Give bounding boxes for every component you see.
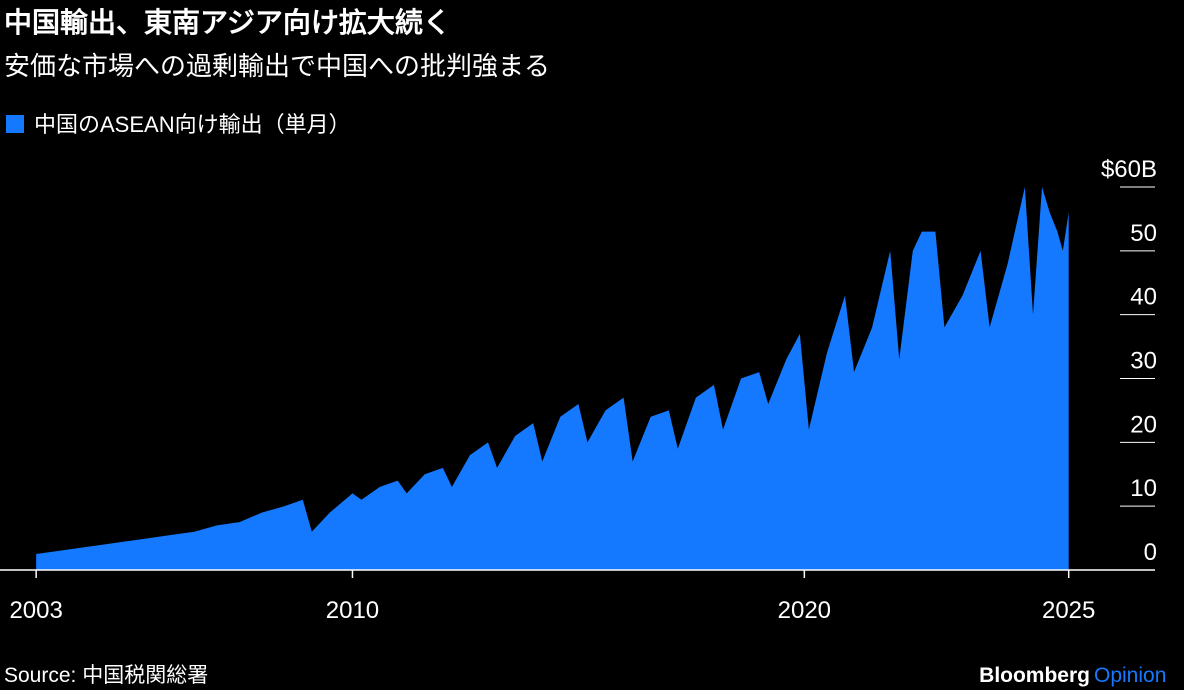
y-tick-label: 30 bbox=[1130, 348, 1157, 375]
y-tick-label: 20 bbox=[1130, 411, 1157, 438]
x-tick-label: 2010 bbox=[326, 597, 379, 624]
y-tick-label: 10 bbox=[1130, 475, 1157, 502]
x-tick-label: 2020 bbox=[778, 597, 831, 624]
area bbox=[36, 187, 1069, 570]
chart-title: 中国輸出、東南アジア向け拡大続く bbox=[4, 6, 451, 38]
legend-label: 中国のASEAN向け輸出（単月） bbox=[34, 112, 351, 137]
brand-sub: Opinion bbox=[1094, 664, 1166, 687]
y-tick-label: $60B bbox=[1101, 156, 1157, 183]
y-tick-label: 0 bbox=[1144, 539, 1157, 566]
brand: Bloomberg bbox=[979, 664, 1090, 687]
y-tick-label: 50 bbox=[1130, 220, 1157, 247]
y-tick-label: 40 bbox=[1130, 284, 1157, 311]
source: Source: 中国税関総署 bbox=[4, 664, 208, 687]
legend-swatch bbox=[6, 115, 24, 133]
chart-subtitle: 安価な市場への過剰輸出で中国への批判強まる bbox=[4, 51, 550, 81]
x-tick-label: 2025 bbox=[1042, 597, 1095, 624]
x-tick-label: 2003 bbox=[9, 597, 62, 624]
